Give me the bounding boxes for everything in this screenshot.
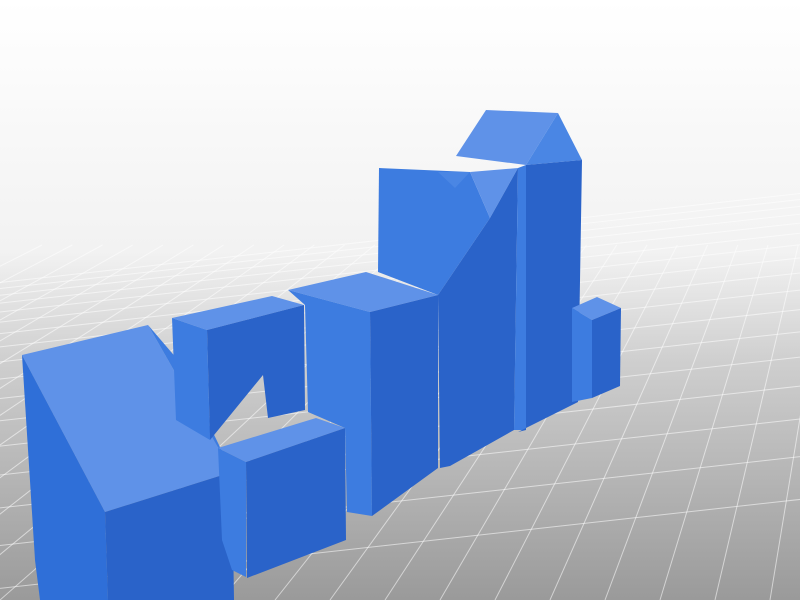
peaked-tower-block	[456, 110, 582, 432]
tallest-notched-block	[378, 168, 518, 468]
small-cube-front	[218, 418, 346, 578]
cube-block-left	[172, 296, 305, 440]
tall-block-center	[288, 272, 438, 516]
small-cube-right	[572, 297, 621, 402]
